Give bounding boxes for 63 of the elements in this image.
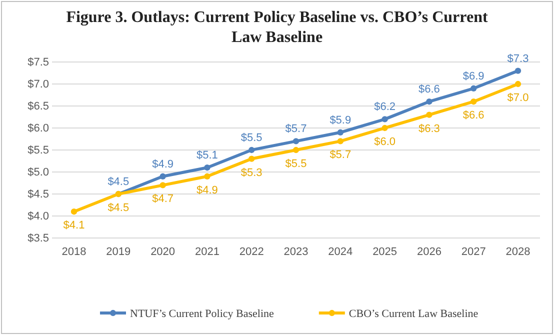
data-label: $4.5 <box>108 176 130 188</box>
x-tick-label: 2027 <box>461 246 486 258</box>
point <box>382 124 388 132</box>
y-tick-label: $4.5 <box>28 188 49 201</box>
y-tick-label: $5.0 <box>28 166 49 179</box>
x-tick-label: 2022 <box>239 246 264 258</box>
x-tick-label: 2018 <box>62 246 86 258</box>
data-label: $4.9 <box>152 158 174 170</box>
legend-label: CBO’s Current Law Baseline <box>348 308 478 320</box>
point <box>160 173 166 180</box>
y-tick-label: $3.5 <box>28 232 49 245</box>
point <box>514 68 522 74</box>
data-label: $4.5 <box>108 202 130 214</box>
y-tick-label: $7.5 <box>28 56 49 69</box>
point <box>204 164 210 171</box>
chart-title: Figure 3. Outlays: Current Policy Baseline vs. CBO’s Current Law Baseline <box>66 9 488 46</box>
point <box>426 112 432 118</box>
point <box>470 98 477 105</box>
point <box>426 98 432 105</box>
data-label: $6.0 <box>374 136 396 148</box>
x-tick-label: 2026 <box>416 246 442 258</box>
y-tick-label: $5.5 <box>28 144 49 157</box>
data-label: $6.6 <box>418 84 440 96</box>
point <box>382 116 388 122</box>
data-label: $5.1 <box>196 150 218 162</box>
data-label: $5.5 <box>240 132 262 144</box>
point <box>337 129 344 136</box>
data-label: $5.3 <box>240 166 262 179</box>
data-label: $4.7 <box>152 193 174 206</box>
data-label: $6.9 <box>462 70 484 82</box>
x-tick-label: 2025 <box>372 246 398 258</box>
x-tick-label: 2023 <box>284 246 308 258</box>
point <box>160 182 166 188</box>
point <box>248 156 255 162</box>
data-label: $6.6 <box>462 110 484 122</box>
point <box>248 146 255 154</box>
y-tick-label: $6.5 <box>28 100 49 113</box>
point <box>292 146 300 154</box>
data-label: $7.0 <box>507 92 529 104</box>
point <box>70 208 78 215</box>
x-tick-label: 2020 <box>150 246 176 258</box>
data-label: $5.7 <box>285 123 307 136</box>
x-tick-label: 2021 <box>194 246 220 258</box>
legend-label: NTUF’s Current Policy Baseline <box>130 308 274 320</box>
data-label: $7.3 <box>507 52 529 65</box>
y-tick-label: $6.0 <box>28 122 49 135</box>
point <box>292 138 300 144</box>
y-tick-label: $7.0 <box>28 78 49 91</box>
point <box>337 138 344 144</box>
x-tick-label: 2019 <box>106 246 131 258</box>
data-label: $5.5 <box>285 158 307 170</box>
x-tick-label: 2028 <box>506 246 530 258</box>
data-label: $6.2 <box>374 101 396 114</box>
data-label: $4.9 <box>196 184 218 196</box>
data-label: $6.3 <box>418 122 440 135</box>
x-tick-label: 2024 <box>328 246 353 258</box>
y-tick-label: $4.0 <box>28 210 49 223</box>
data-label: $5.9 <box>330 114 352 126</box>
data-label: $5.7 <box>330 149 352 162</box>
point <box>514 80 522 88</box>
point <box>204 173 210 180</box>
data-label: $4.1 <box>63 220 85 232</box>
point <box>470 85 477 92</box>
